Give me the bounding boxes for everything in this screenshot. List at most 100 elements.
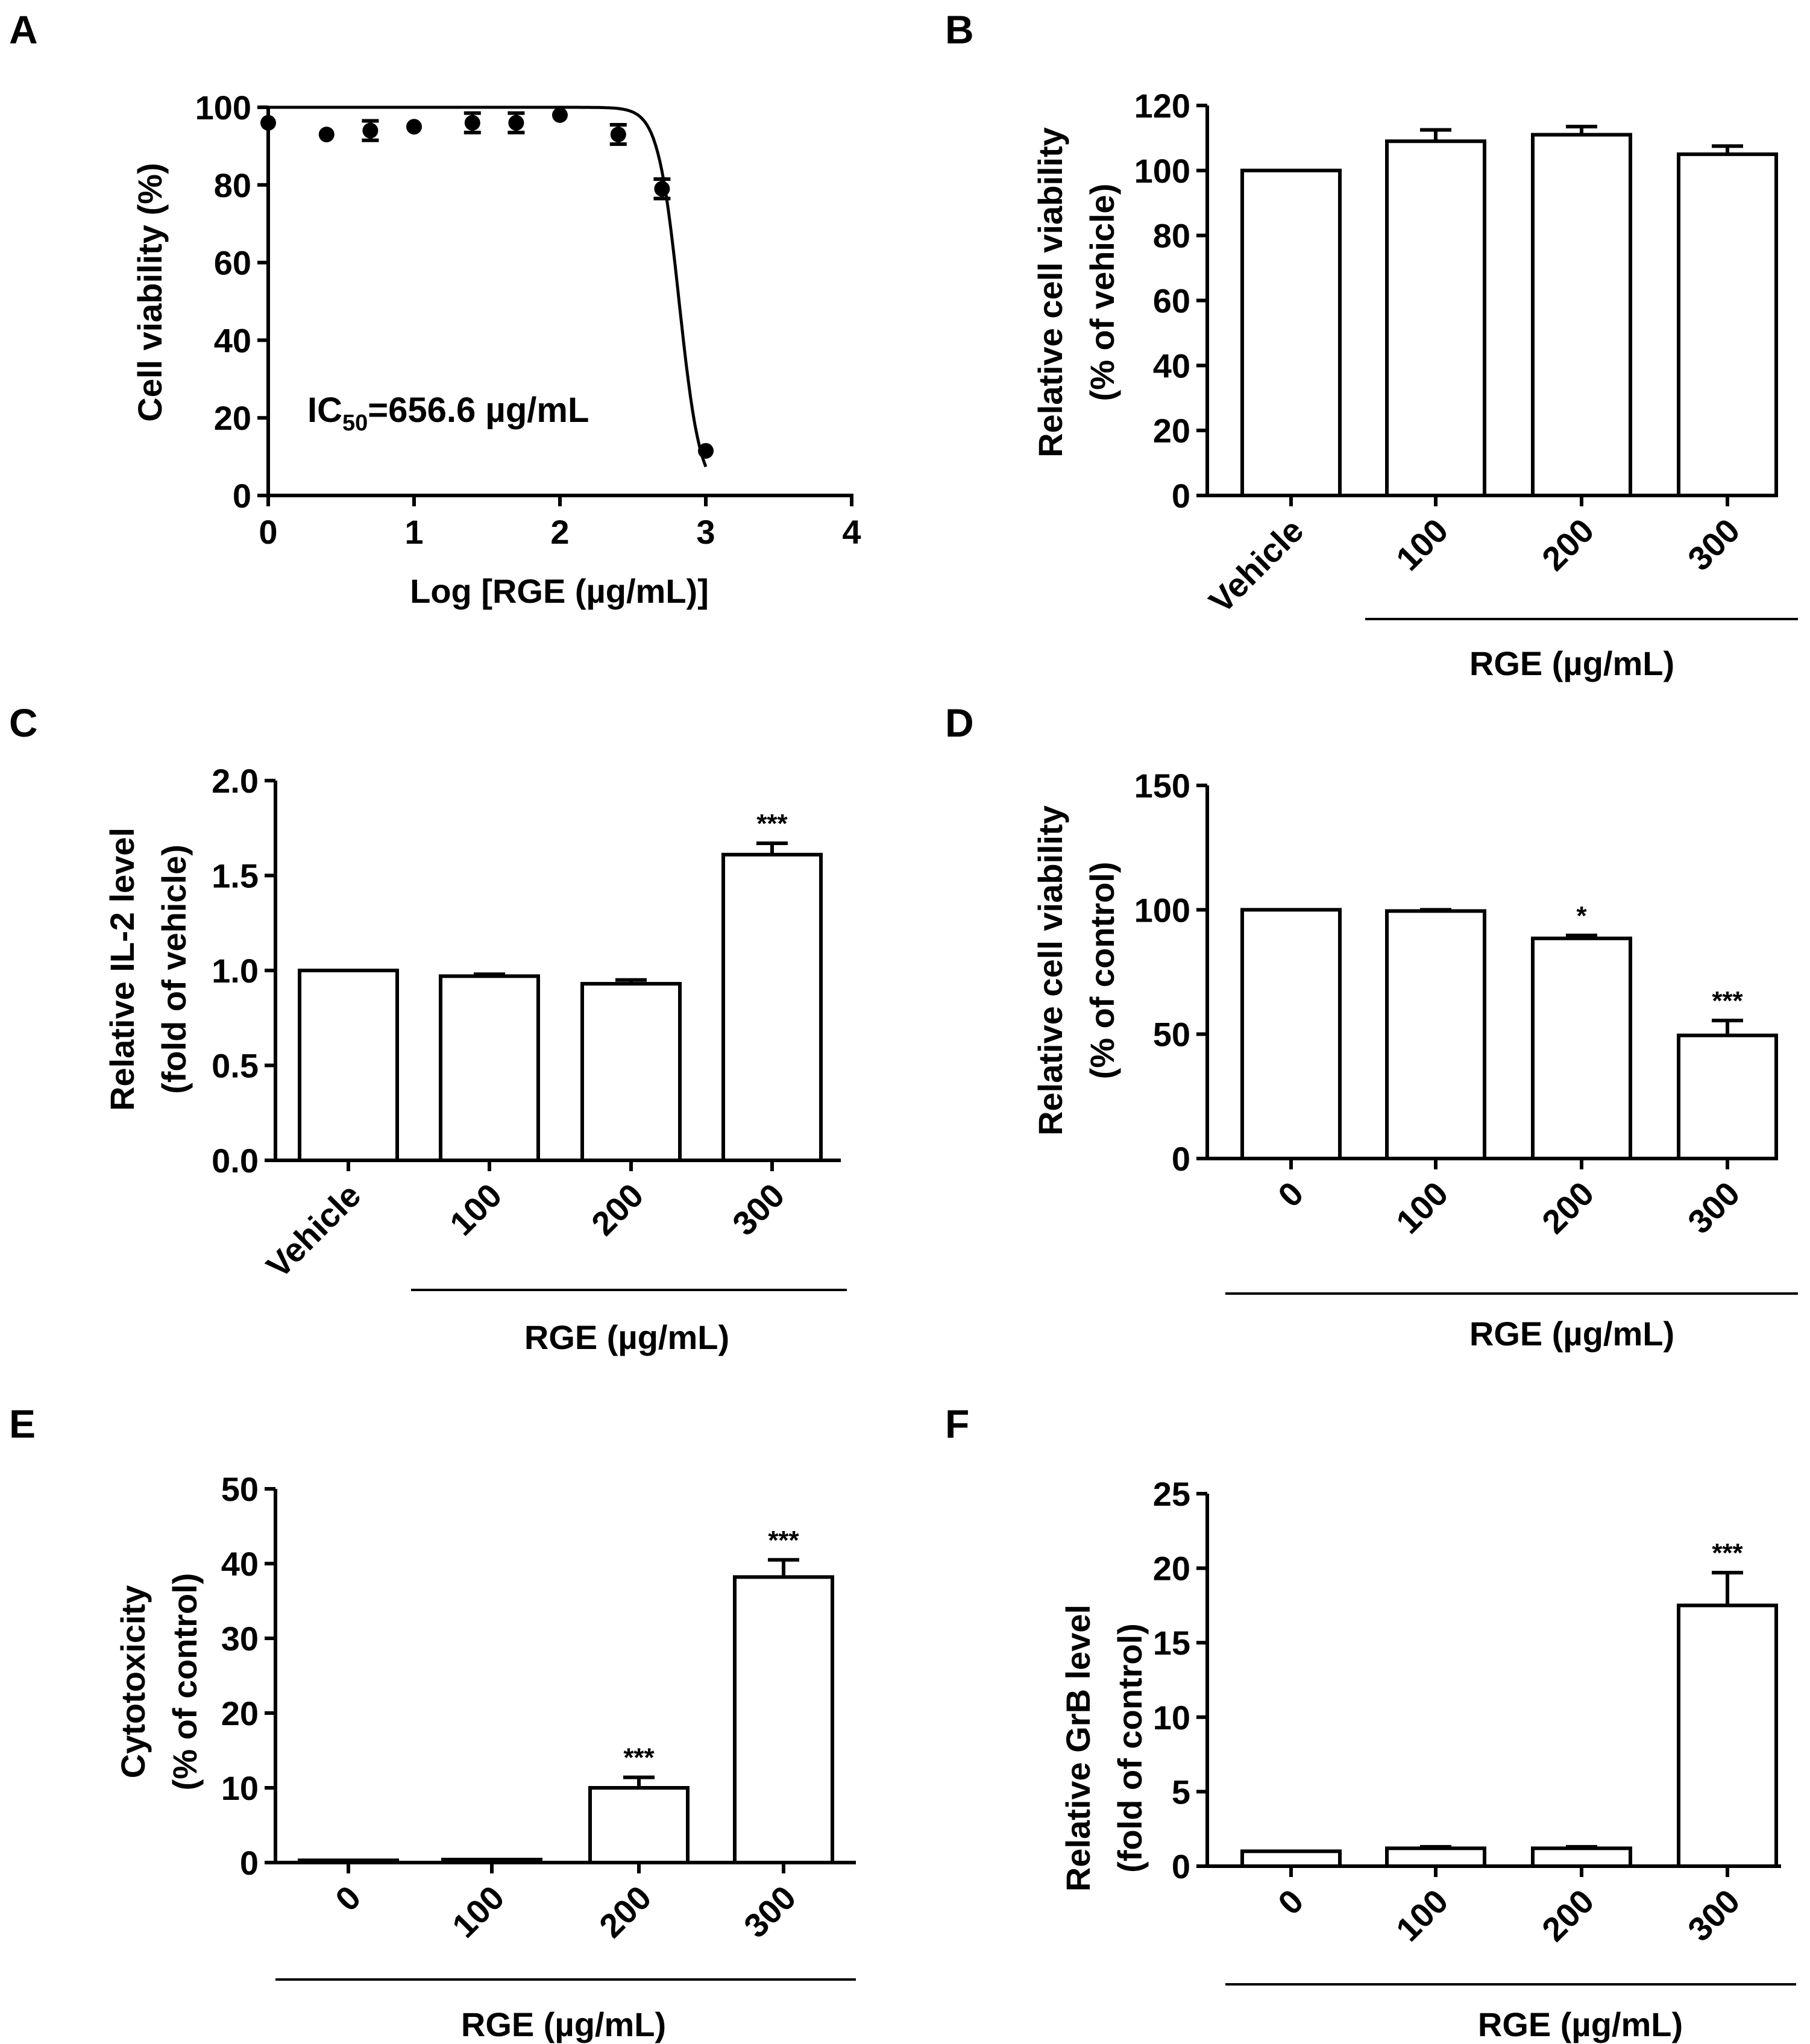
panel-b-y-tick-label: 120 [1134, 87, 1190, 125]
panel-b-x-tick-label: 200 [1535, 511, 1601, 578]
panel-d-significance-stars: *** [1712, 986, 1743, 1016]
ic50-prefix: IC [307, 391, 342, 430]
panel-c-bar [439, 974, 540, 1162]
panel-f-y-tick-label: 15 [1153, 1624, 1190, 1662]
panel-a-x-tick-label: 4 [842, 513, 861, 551]
panel-a-y-tick-label: 40 [214, 321, 251, 359]
panel-e-y-tick-label: 30 [221, 1620, 259, 1658]
panel-e-xlabel: RGE (µg/mL) [461, 2005, 666, 2043]
panel-a-data-point [552, 107, 568, 123]
panel-c-y-tick-label: 2.0 [212, 762, 259, 800]
panel-d-ylabel-line2: (% of control) [1083, 862, 1121, 1080]
panel-a-data-point [362, 122, 379, 139]
panel-f-x-tick-label: 300 [1680, 1882, 1747, 1949]
panel-d-y-tick-label: 100 [1134, 891, 1190, 929]
panel-f-y-tick-label: 20 [1153, 1550, 1190, 1588]
panel-a-ylabel: Cell viability (%) [131, 163, 169, 421]
ic50-subscript: 50 [342, 410, 368, 436]
panel-e-bar [298, 1858, 399, 1865]
panel-d-y-tick-label: 150 [1134, 767, 1190, 805]
panel-f-y-tick-label: 25 [1153, 1475, 1190, 1513]
panel-d-x-tick-label: 300 [1680, 1174, 1747, 1241]
panel-c-bar [721, 852, 823, 1162]
panel-b-xlabel: RGE (µg/mL) [1469, 644, 1674, 682]
panel-d-x-tick-label: 0 [1271, 1174, 1311, 1215]
panel-a-x-tick-label: 2 [550, 513, 569, 551]
panel-e-chart: E Cytotoxicity (% of control) RGE (µg/mL… [9, 1401, 856, 2043]
panel-d-x-tick-label: 200 [1535, 1174, 1601, 1241]
panel-a-x-tick-label: 1 [404, 513, 423, 551]
panel-e-y-tick-label: 40 [221, 1545, 259, 1583]
panel-a-ic50-annotation: IC50=656.6 µg/mL [307, 391, 589, 436]
panel-a-y-tick-label: 0 [233, 477, 251, 515]
panel-c-x-tick-label: 300 [725, 1176, 792, 1243]
panel-e-letter: E [9, 1401, 36, 1446]
panel-f-x-tick-label: 0 [1271, 1882, 1311, 1922]
panel-a-xlabel: Log [RGE (µg/mL)] [410, 572, 709, 610]
panel-b-y-tick-label: 40 [1153, 347, 1190, 385]
panel-d-x-tick-label: 100 [1389, 1174, 1456, 1241]
panel-e-x-tick-label: 300 [737, 1878, 803, 1945]
panel-f-bar [1385, 1846, 1486, 1868]
panel-f-bar [1531, 1846, 1632, 1868]
panel-a-data-point [464, 115, 480, 131]
panel-c-bar [298, 969, 399, 1162]
panel-c-y-tick-label: 1.0 [212, 952, 259, 990]
panel-c-ylabel-line1: Relative IL-2 level [103, 828, 141, 1111]
panel-b-y-tick-label: 80 [1153, 217, 1190, 255]
panel-c-x-tick-label: Vehicle [259, 1176, 368, 1285]
panel-a-data-point [610, 127, 626, 143]
panel-e-significance-stars: *** [768, 1526, 799, 1555]
panel-e-y-tick-label: 0 [240, 1844, 259, 1882]
panel-f-chart: F Relative GrB level (fold of control) R… [945, 1401, 1796, 2043]
panel-a-letter: A [9, 7, 38, 52]
panel-d-bar [1240, 908, 1342, 1161]
panel-c-letter: C [9, 700, 38, 745]
panel-b-y-tick-label: 20 [1153, 412, 1190, 450]
panel-b-y-tick-label: 60 [1153, 282, 1190, 320]
panel-c-significance-stars: *** [756, 809, 788, 838]
panel-c-y-tick-label: 0.0 [212, 1142, 259, 1180]
panel-d-bar [1531, 936, 1632, 1161]
panel-b-x-tick-label: Vehicle [1201, 511, 1310, 620]
panel-f-x-tick-label: 200 [1535, 1882, 1601, 1949]
panel-c-y-tick-label: 1.5 [212, 857, 259, 895]
panel-a-data-point [654, 181, 670, 197]
panel-a-x-tick-label: 0 [259, 513, 277, 551]
panel-b-x-tick-label: 300 [1680, 511, 1747, 578]
panel-a-y-tick-label: 20 [214, 399, 251, 437]
panel-f-bar [1240, 1849, 1342, 1869]
panel-e-bar [441, 1858, 542, 1865]
panel-e-ylabel-line1: Cytotoxicity [114, 1585, 152, 1779]
panel-a-data-point [406, 119, 422, 135]
panel-b-letter: B [945, 7, 974, 52]
panel-f-bar [1677, 1603, 1778, 1868]
panel-b-ylabel-line1: Relative cell viability [1031, 127, 1069, 458]
panel-d-xlabel: RGE (µg/mL) [1469, 1315, 1674, 1353]
panel-e-x-tick-label: 200 [592, 1878, 659, 1945]
panel-b-bar [1240, 168, 1342, 498]
panel-c-y-tick-label: 0.5 [212, 1047, 259, 1085]
panel-c-xlabel: RGE (µg/mL) [524, 1318, 729, 1356]
panel-c-x-tick-label: 200 [584, 1176, 651, 1243]
panel-b-bar [1385, 139, 1486, 497]
panel-d-chart: D Relative cell viability (% of control)… [945, 700, 1798, 1353]
panel-d-y-tick-label: 50 [1153, 1016, 1190, 1054]
panel-c-bar [580, 982, 682, 1163]
ic50-value: =656.6 µg/mL [368, 391, 589, 430]
panel-b-chart: B Relative cell viability (% of vehicle)… [945, 7, 1798, 682]
panel-d-bar [1677, 1033, 1778, 1160]
panel-a-y-tick-label: 80 [214, 166, 251, 204]
panel-f-y-tick-label: 10 [1153, 1699, 1190, 1737]
panel-a-fit-curve [268, 105, 708, 468]
panel-a-data-point [318, 127, 335, 143]
panel-b-x-tick-label: 100 [1389, 511, 1456, 578]
panel-b-y-tick-label: 100 [1134, 152, 1190, 190]
panel-e-bar [588, 1786, 690, 1864]
panel-c-x-tick-label: 100 [442, 1176, 509, 1243]
panel-d-ylabel-line1: Relative cell viability [1031, 805, 1069, 1136]
panel-a-x-tick-label: 3 [696, 513, 715, 551]
panel-e-y-tick-label: 20 [221, 1694, 259, 1732]
panel-a-data-point [260, 115, 276, 131]
